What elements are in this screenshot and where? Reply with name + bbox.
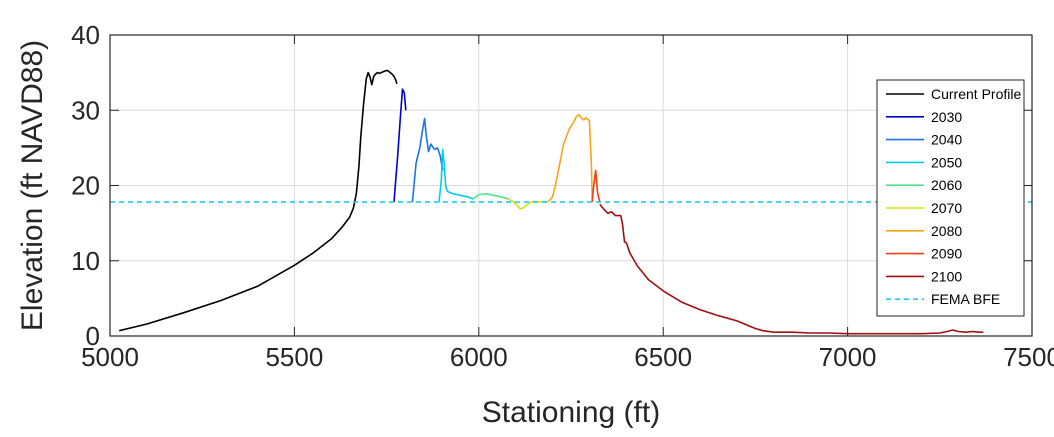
y-tick-label: 40 [71, 20, 100, 50]
y-tick-label: 10 [71, 246, 100, 276]
series-line-current-profile [119, 69, 398, 332]
series-line-2070 [507, 198, 549, 210]
legend-label-2090: 2090 [931, 246, 962, 262]
x-tick-label: 6500 [634, 342, 692, 372]
y-tick-label: 20 [71, 171, 100, 201]
series-line-2040 [411, 117, 444, 203]
y-tick-label: 30 [71, 95, 100, 125]
x-axis-title: Stationing (ft) [482, 396, 660, 429]
legend-label-2070: 2070 [931, 200, 962, 216]
legend-label-2080: 2080 [931, 223, 962, 239]
x-tick-label: 7000 [819, 342, 877, 372]
series-line-2030 [393, 88, 407, 203]
y-tick-label: 0 [86, 321, 100, 351]
series-line-2080 [548, 114, 594, 203]
series-line-2100 [599, 203, 984, 335]
legend: Current Profile 2030 2040 2050 2060 2070 2080 2… [876, 79, 1025, 317]
x-tick-label: 5500 [265, 342, 323, 372]
x-tick-label: 7500 [1003, 342, 1054, 372]
legend-label-fema-bfe: FEMA BFE [931, 291, 1000, 307]
legend-label-2050: 2050 [931, 154, 962, 170]
series-line-2050 [438, 148, 474, 203]
series-line-2060 [472, 193, 509, 200]
x-tick-label: 6000 [450, 342, 508, 372]
series-layer [110, 69, 1032, 335]
legend-label-2040: 2040 [931, 132, 962, 148]
legend-label-2030: 2030 [931, 109, 962, 125]
legend-label-2060: 2060 [931, 177, 962, 193]
legend-label-2100: 2100 [931, 268, 962, 284]
y-axis-title: Elevation (ft NAVD88) [16, 40, 49, 331]
x-tick-label: 5000 [81, 342, 139, 372]
series-line-2090 [591, 169, 601, 203]
legend-label-current-profile: Current Profile [931, 86, 1021, 102]
